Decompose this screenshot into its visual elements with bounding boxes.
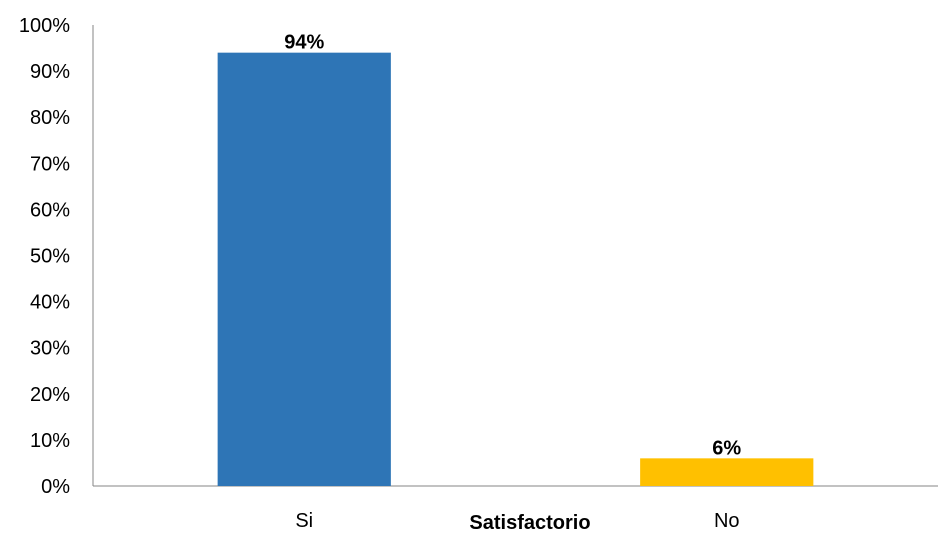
y-tick-label: 80% (30, 107, 70, 129)
bar-si (217, 52, 391, 486)
x-tick-label-no: No (714, 510, 740, 532)
y-tick-label: 90% (30, 61, 70, 83)
data-label-no: 6% (712, 437, 741, 459)
y-tick-label: 100% (19, 15, 70, 37)
data-labels-group: 94% 6% (284, 32, 741, 460)
y-tick-label: 60% (30, 199, 70, 221)
y-tick-label: 70% (30, 153, 70, 175)
y-tick-label: 40% (30, 292, 70, 314)
y-axis-tick-labels: 0% 10% 20% 30% 40% 50% 60% 70% 80% 90% 100% (19, 15, 70, 498)
bars-group (217, 52, 814, 486)
y-tick-label: 10% (30, 430, 70, 452)
x-axis-title: Satisfactorio (469, 512, 590, 533)
data-label-si: 94% (284, 32, 324, 54)
x-axis-tick-labels: Si No (295, 510, 739, 532)
x-tick-label-si: Si (295, 510, 313, 532)
y-tick-label: 0% (41, 476, 70, 498)
y-tick-label: 50% (30, 246, 70, 268)
y-tick-label: 20% (30, 384, 70, 406)
y-tick-label: 30% (30, 338, 70, 360)
bar-no (640, 458, 814, 486)
